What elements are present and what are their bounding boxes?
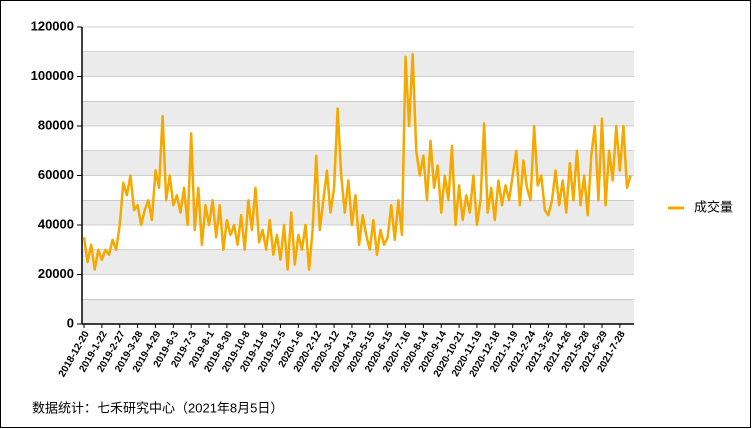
grid-band [82,249,634,275]
grid-band [82,299,634,324]
y-tick-label: 0 [67,315,74,330]
y-tick-label: 80000 [38,117,74,132]
source-note: 数据统计：七禾研究中心（2021年8月5日） [32,400,283,415]
y-tick-label: 120000 [31,18,74,33]
y-tick-label: 60000 [38,167,74,182]
y-tick-label: 20000 [38,266,74,281]
grid-band [82,51,634,77]
grid-band [82,101,634,126]
y-tick-label: 40000 [38,216,74,231]
series-line [82,52,632,271]
legend-label: 成交量 [694,199,733,214]
grid-band [82,150,634,176]
y-tick-label: 100000 [31,68,74,83]
